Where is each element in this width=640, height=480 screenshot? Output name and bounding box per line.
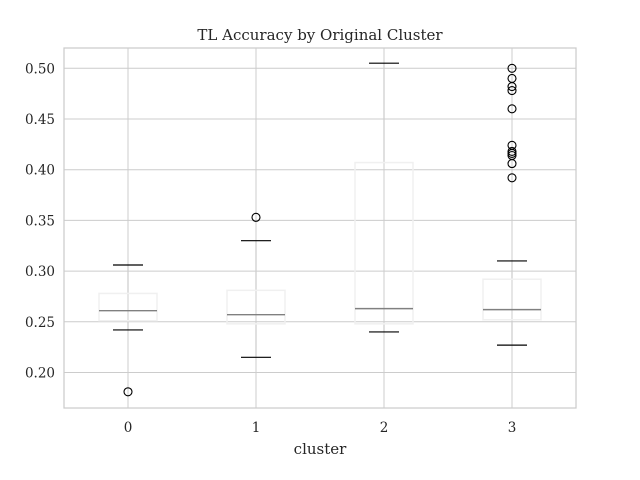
outlier-point <box>507 104 517 114</box>
outlier-point <box>507 173 517 183</box>
y-tick-label: 0.20 <box>25 366 55 382</box>
outlier-point <box>507 86 517 96</box>
y-tick-label: 0.50 <box>25 61 55 77</box>
iqr-box <box>482 278 542 321</box>
grid <box>64 48 576 408</box>
outlier-point <box>507 73 517 83</box>
y-tick-label: 0.40 <box>25 163 55 179</box>
iqr-box <box>98 292 158 322</box>
x-tick-label: 0 <box>124 420 133 436</box>
box-group <box>98 264 158 397</box>
outlier-point <box>507 140 517 150</box>
outlier-point <box>123 387 133 397</box>
y-tick-label: 0.45 <box>25 112 55 128</box>
x-tick-label: 3 <box>508 420 517 436</box>
y-tick-label: 0.35 <box>25 213 55 229</box>
x-tick-label: 2 <box>380 420 389 436</box>
box-group <box>482 63 542 346</box>
outlier-point <box>507 63 517 73</box>
iqr-box <box>354 161 414 325</box>
boxes <box>98 62 542 397</box>
x-tick-label: 1 <box>252 420 261 436</box>
outlier-point <box>507 146 517 156</box>
chart-title: TL Accuracy by Original Cluster <box>197 26 443 44</box>
y-tick-label: 0.25 <box>25 315 55 331</box>
y-axis-ticks: 0.20 0.25 0.30 0.35 0.40 0.45 0.50 <box>25 61 55 381</box>
plot-area-frame <box>63 47 577 409</box>
box-group <box>226 212 286 358</box>
y-tick-label: 0.30 <box>25 264 55 280</box>
iqr-box <box>226 289 286 325</box>
outlier-point <box>251 212 261 222</box>
box-group <box>354 62 414 333</box>
x-axis-ticks: 0 1 2 3 <box>124 420 517 436</box>
x-axis-label: cluster <box>294 440 347 458</box>
